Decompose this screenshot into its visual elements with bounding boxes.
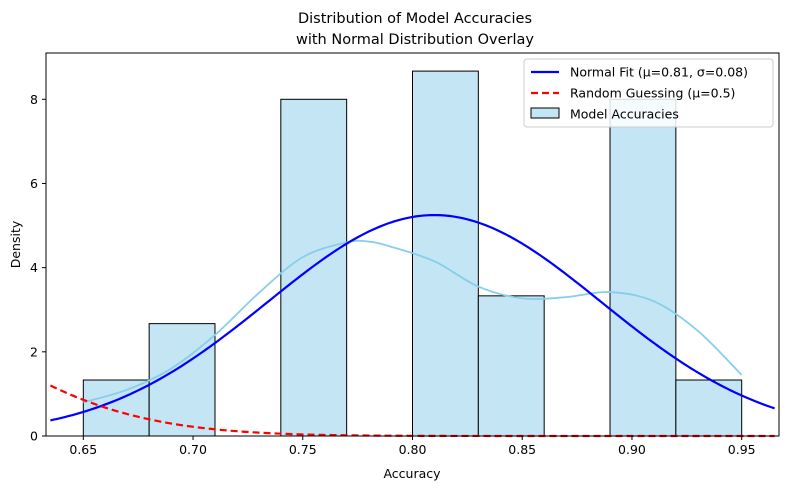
histogram-bar-2 xyxy=(280,98,348,437)
x-tick-label: 0.75 xyxy=(289,442,317,457)
y-tick-label: 4 xyxy=(30,260,38,275)
y-tick-label: 8 xyxy=(30,92,38,107)
histogram-bar-5 xyxy=(609,98,677,437)
x-tick-label: 0.65 xyxy=(69,442,97,457)
legend-label-random-guessing: Random Guessing (μ=0.5) xyxy=(570,86,735,101)
x-tick-label: 0.70 xyxy=(179,442,207,457)
x-tick-label: 0.85 xyxy=(508,442,536,457)
legend-swatch-model-accuracies xyxy=(530,107,560,119)
y-axis-ticks: 0 2 4 6 8 xyxy=(30,92,46,444)
x-tick-label: 0.95 xyxy=(728,442,756,457)
y-axis-label: Density xyxy=(8,220,23,268)
y-tick-label: 0 xyxy=(30,429,38,444)
x-axis-label: Accuracy xyxy=(383,466,441,481)
y-tick-label: 6 xyxy=(30,176,38,191)
x-tick-label: 0.90 xyxy=(618,442,646,457)
legend-label-normal-fit: Normal Fit (μ=0.81, σ=0.08) xyxy=(570,65,748,80)
y-tick-label: 2 xyxy=(30,344,38,359)
legend-label-model-accuracies: Model Accuracies xyxy=(570,107,679,122)
kde-curve xyxy=(83,239,743,404)
legend-box xyxy=(523,58,774,128)
histogram-bar-4 xyxy=(477,295,545,437)
normal-fit-curve xyxy=(50,213,775,422)
x-tick-label: 0.80 xyxy=(399,442,427,457)
chart-title-line-1: Distribution of Model Accuracies xyxy=(298,11,532,27)
legend: Normal Fit (μ=0.81, σ=0.08) Random Guess… xyxy=(523,58,774,128)
histogram-bar-6 xyxy=(675,379,743,437)
chart-title-line-2: with Normal Distribution Overlay xyxy=(296,32,534,48)
histogram-bars xyxy=(82,70,743,437)
histogram-bar-3 xyxy=(412,70,479,437)
x-axis-ticks: 0.65 0.70 0.75 0.80 0.85 0.90 0.95 xyxy=(69,436,756,457)
